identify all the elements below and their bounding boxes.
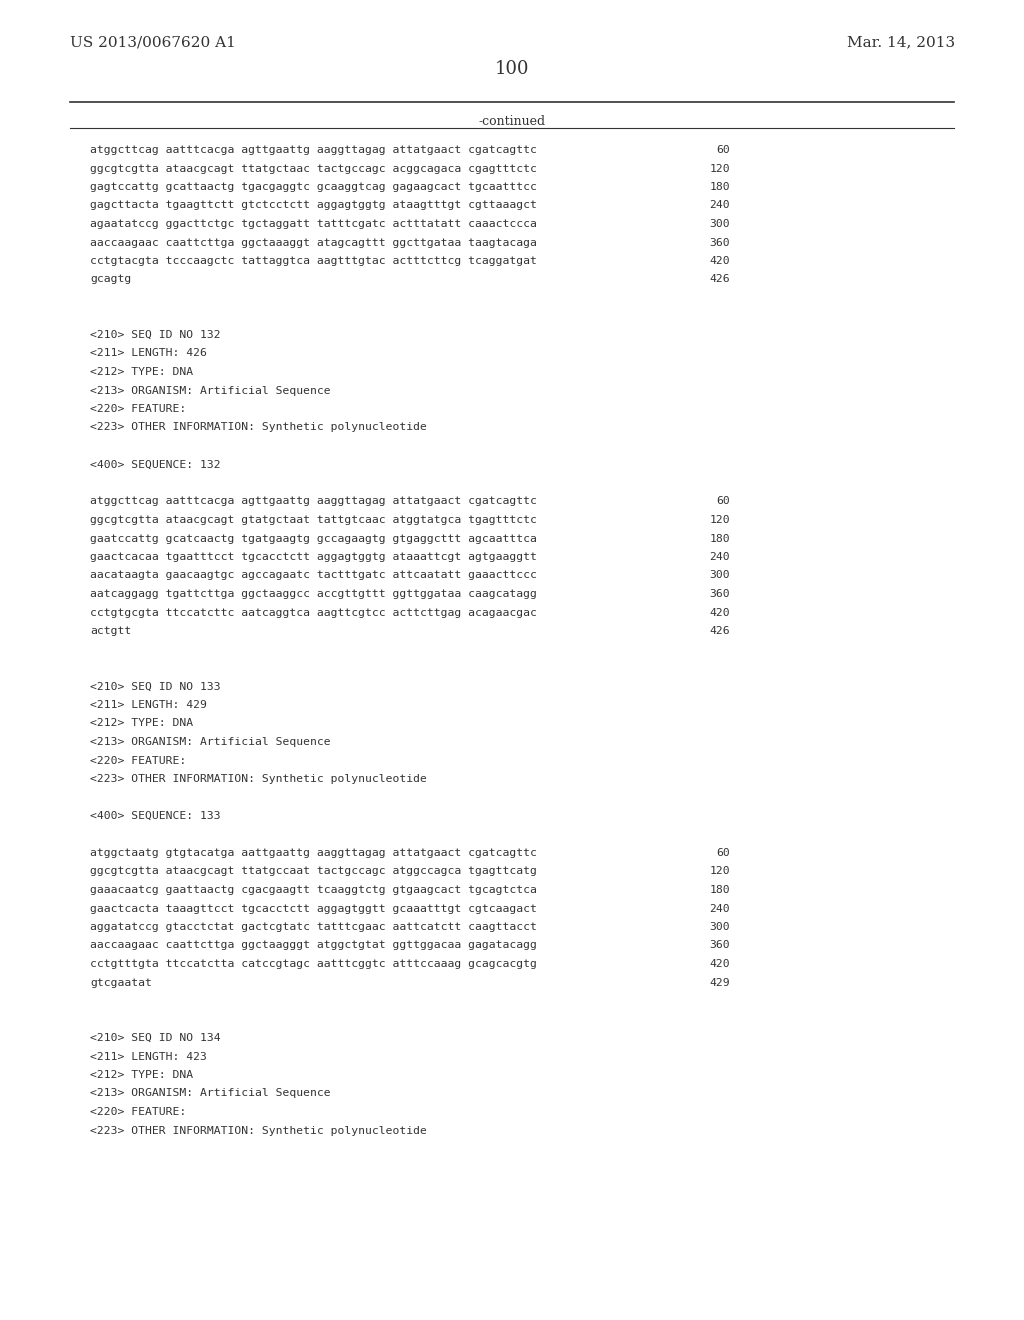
Text: 426: 426 bbox=[710, 275, 730, 285]
Text: 300: 300 bbox=[710, 921, 730, 932]
Text: <211> LENGTH: 429: <211> LENGTH: 429 bbox=[90, 700, 207, 710]
Text: ggcgtcgtta ataacgcagt gtatgctaat tattgtcaac atggtatgca tgagtttctc: ggcgtcgtta ataacgcagt gtatgctaat tattgtc… bbox=[90, 515, 537, 525]
Text: 240: 240 bbox=[710, 552, 730, 562]
Text: <220> FEATURE:: <220> FEATURE: bbox=[90, 1107, 186, 1117]
Text: <211> LENGTH: 423: <211> LENGTH: 423 bbox=[90, 1052, 207, 1061]
Text: US 2013/0067620 A1: US 2013/0067620 A1 bbox=[70, 36, 236, 49]
Text: atggcttcag aatttcacga agttgaattg aaggttagag attatgaact cgatcagttc: atggcttcag aatttcacga agttgaattg aaggtta… bbox=[90, 496, 537, 507]
Text: <400> SEQUENCE: 132: <400> SEQUENCE: 132 bbox=[90, 459, 220, 470]
Text: aacataagta gaacaagtgc agccagaatc tactttgatc attcaatatt gaaacttccc: aacataagta gaacaagtgc agccagaatc tactttg… bbox=[90, 570, 537, 581]
Text: <213> ORGANISM: Artificial Sequence: <213> ORGANISM: Artificial Sequence bbox=[90, 737, 331, 747]
Text: 429: 429 bbox=[710, 978, 730, 987]
Text: aaccaagaac caattcttga ggctaagggt atggctgtat ggttggacaa gagatacagg: aaccaagaac caattcttga ggctaagggt atggctg… bbox=[90, 940, 537, 950]
Text: 180: 180 bbox=[710, 533, 730, 544]
Text: gaaacaatcg gaattaactg cgacgaagtt tcaaggtctg gtgaagcact tgcagtctca: gaaacaatcg gaattaactg cgacgaagtt tcaaggt… bbox=[90, 884, 537, 895]
Text: 300: 300 bbox=[710, 219, 730, 228]
Text: gcagtg: gcagtg bbox=[90, 275, 131, 285]
Text: ggcgtcgtta ataacgcagt ttatgccaat tactgccagc atggccagca tgagttcatg: ggcgtcgtta ataacgcagt ttatgccaat tactgcc… bbox=[90, 866, 537, 876]
Text: 60: 60 bbox=[716, 847, 730, 858]
Text: agaatatccg ggacttctgc tgctaggatt tatttcgatc actttatatt caaactccca: agaatatccg ggacttctgc tgctaggatt tatttcg… bbox=[90, 219, 537, 228]
Text: <212> TYPE: DNA: <212> TYPE: DNA bbox=[90, 367, 194, 378]
Text: 300: 300 bbox=[710, 570, 730, 581]
Text: gtcgaatat: gtcgaatat bbox=[90, 978, 152, 987]
Text: actgtt: actgtt bbox=[90, 626, 131, 636]
Text: cctgtacgta tcccaagctc tattaggtca aagtttgtac actttcttcg tcaggatgat: cctgtacgta tcccaagctc tattaggtca aagtttg… bbox=[90, 256, 537, 267]
Text: <212> TYPE: DNA: <212> TYPE: DNA bbox=[90, 718, 194, 729]
Text: -continued: -continued bbox=[478, 115, 546, 128]
Text: <223> OTHER INFORMATION: Synthetic polynucleotide: <223> OTHER INFORMATION: Synthetic polyn… bbox=[90, 1126, 427, 1135]
Text: gagtccattg gcattaactg tgacgaggtc gcaaggtcag gagaagcact tgcaatttcc: gagtccattg gcattaactg tgacgaggtc gcaaggt… bbox=[90, 182, 537, 191]
Text: 360: 360 bbox=[710, 589, 730, 599]
Text: cctgtgcgta ttccatcttc aatcaggtca aagttcgtcc acttcttgag acagaacgac: cctgtgcgta ttccatcttc aatcaggtca aagttcg… bbox=[90, 607, 537, 618]
Text: <212> TYPE: DNA: <212> TYPE: DNA bbox=[90, 1071, 194, 1080]
Text: 360: 360 bbox=[710, 940, 730, 950]
Text: 420: 420 bbox=[710, 607, 730, 618]
Text: 60: 60 bbox=[716, 145, 730, 154]
Text: <211> LENGTH: 426: <211> LENGTH: 426 bbox=[90, 348, 207, 359]
Text: 120: 120 bbox=[710, 866, 730, 876]
Text: Mar. 14, 2013: Mar. 14, 2013 bbox=[847, 36, 955, 49]
Text: atggctaatg gtgtacatga aattgaattg aaggttagag attatgaact cgatcagttc: atggctaatg gtgtacatga aattgaattg aaggtta… bbox=[90, 847, 537, 858]
Text: 120: 120 bbox=[710, 515, 730, 525]
Text: aatcaggagg tgattcttga ggctaaggcc accgttgttt ggttggataa caagcatagg: aatcaggagg tgattcttga ggctaaggcc accgttg… bbox=[90, 589, 537, 599]
Text: 180: 180 bbox=[710, 182, 730, 191]
Text: <220> FEATURE:: <220> FEATURE: bbox=[90, 755, 186, 766]
Text: aaccaagaac caattcttga ggctaaaggt atagcagttt ggcttgataa taagtacaga: aaccaagaac caattcttga ggctaaaggt atagcag… bbox=[90, 238, 537, 248]
Text: 120: 120 bbox=[710, 164, 730, 173]
Text: 60: 60 bbox=[716, 496, 730, 507]
Text: <213> ORGANISM: Artificial Sequence: <213> ORGANISM: Artificial Sequence bbox=[90, 1089, 331, 1098]
Text: <223> OTHER INFORMATION: Synthetic polynucleotide: <223> OTHER INFORMATION: Synthetic polyn… bbox=[90, 774, 427, 784]
Text: <210> SEQ ID NO 132: <210> SEQ ID NO 132 bbox=[90, 330, 220, 341]
Text: gaatccattg gcatcaactg tgatgaagtg gccagaagtg gtgaggcttt agcaatttca: gaatccattg gcatcaactg tgatgaagtg gccagaa… bbox=[90, 533, 537, 544]
Text: 180: 180 bbox=[710, 884, 730, 895]
Text: ggcgtcgtta ataacgcagt ttatgctaac tactgccagc acggcagaca cgagtttctc: ggcgtcgtta ataacgcagt ttatgctaac tactgcc… bbox=[90, 164, 537, 173]
Text: aggatatccg gtacctctat gactcgtatc tatttcgaac aattcatctt caagttacct: aggatatccg gtacctctat gactcgtatc tatttcg… bbox=[90, 921, 537, 932]
Text: <210> SEQ ID NO 133: <210> SEQ ID NO 133 bbox=[90, 681, 220, 692]
Text: 240: 240 bbox=[710, 903, 730, 913]
Text: 420: 420 bbox=[710, 256, 730, 267]
Text: gagcttacta tgaagttctt gtctcctctt aggagtggtg ataagtttgt cgttaaagct: gagcttacta tgaagttctt gtctcctctt aggagtg… bbox=[90, 201, 537, 210]
Text: 240: 240 bbox=[710, 201, 730, 210]
Text: <223> OTHER INFORMATION: Synthetic polynucleotide: <223> OTHER INFORMATION: Synthetic polyn… bbox=[90, 422, 427, 433]
Text: <213> ORGANISM: Artificial Sequence: <213> ORGANISM: Artificial Sequence bbox=[90, 385, 331, 396]
Text: <210> SEQ ID NO 134: <210> SEQ ID NO 134 bbox=[90, 1034, 220, 1043]
Text: <220> FEATURE:: <220> FEATURE: bbox=[90, 404, 186, 414]
Text: <400> SEQUENCE: 133: <400> SEQUENCE: 133 bbox=[90, 810, 220, 821]
Text: 426: 426 bbox=[710, 626, 730, 636]
Text: 100: 100 bbox=[495, 59, 529, 78]
Text: 360: 360 bbox=[710, 238, 730, 248]
Text: atggcttcag aatttcacga agttgaattg aaggttagag attatgaact cgatcagttc: atggcttcag aatttcacga agttgaattg aaggtta… bbox=[90, 145, 537, 154]
Text: cctgtttgta ttccatctta catccgtagc aatttcggtc atttccaaag gcagcacgtg: cctgtttgta ttccatctta catccgtagc aatttcg… bbox=[90, 960, 537, 969]
Text: gaactcacta taaagttcct tgcacctctt aggagtggtt gcaaatttgt cgtcaagact: gaactcacta taaagttcct tgcacctctt aggagtg… bbox=[90, 903, 537, 913]
Text: 420: 420 bbox=[710, 960, 730, 969]
Text: gaactcacaa tgaatttcct tgcacctctt aggagtggtg ataaattcgt agtgaaggtt: gaactcacaa tgaatttcct tgcacctctt aggagtg… bbox=[90, 552, 537, 562]
